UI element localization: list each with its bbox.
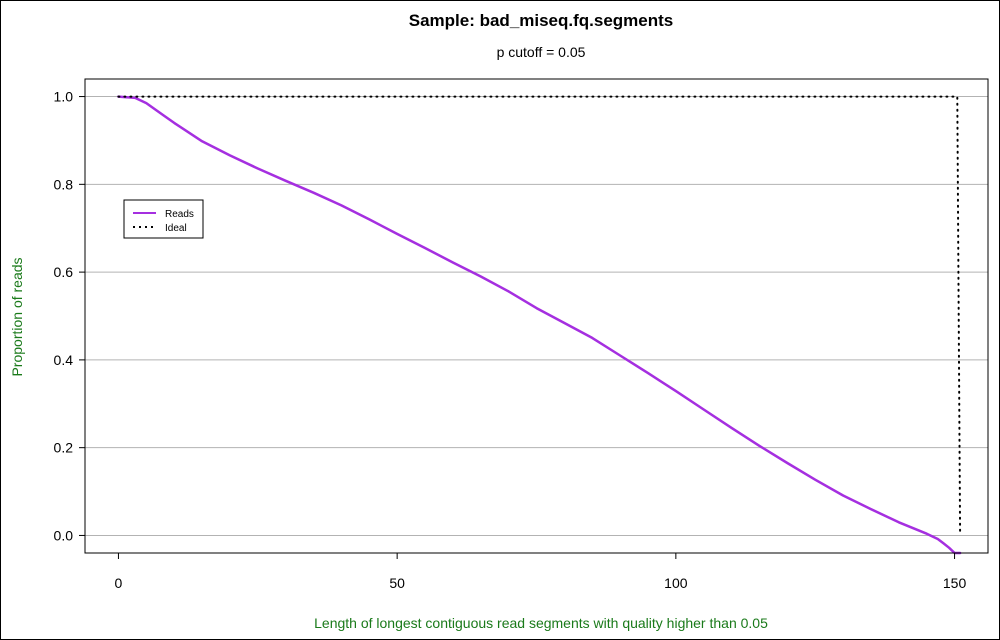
x-tick-label-3: 150 [943, 575, 967, 591]
x-tick-label-1: 50 [389, 575, 405, 591]
x-tick-label-0: 0 [115, 575, 123, 591]
x-axis: 0 50 100 150 [115, 553, 967, 591]
plot-frame [84, 78, 989, 554]
y-tick-label-4: 0.8 [54, 176, 74, 192]
y-axis: 0.0 0.2 0.4 0.6 0.8 1.0 [54, 89, 85, 543]
x-tick-label-2: 100 [664, 575, 688, 591]
y-axis-label: Proportion of reads [9, 257, 25, 376]
chart-title: Sample: bad_miseq.fq.segments [409, 11, 674, 30]
chart-subtitle: p cutoff = 0.05 [497, 44, 586, 60]
y-tick-label-2: 0.4 [54, 352, 74, 368]
x-axis-label: Length of longest contiguous read segmen… [314, 615, 768, 631]
series-layer [117, 95, 962, 555]
legend-label-reads: Reads [165, 209, 194, 220]
y-tick-label-1: 0.2 [54, 440, 74, 456]
legend-label-ideal: Ideal [165, 223, 187, 234]
series-line-reads [117, 95, 962, 555]
y-tick-label-3: 0.6 [54, 264, 74, 280]
y-tick-label-0: 0.0 [54, 527, 74, 543]
y-tick-label-5: 1.0 [54, 89, 74, 105]
legend-box [123, 199, 204, 239]
legend: Reads Ideal [123, 199, 204, 239]
